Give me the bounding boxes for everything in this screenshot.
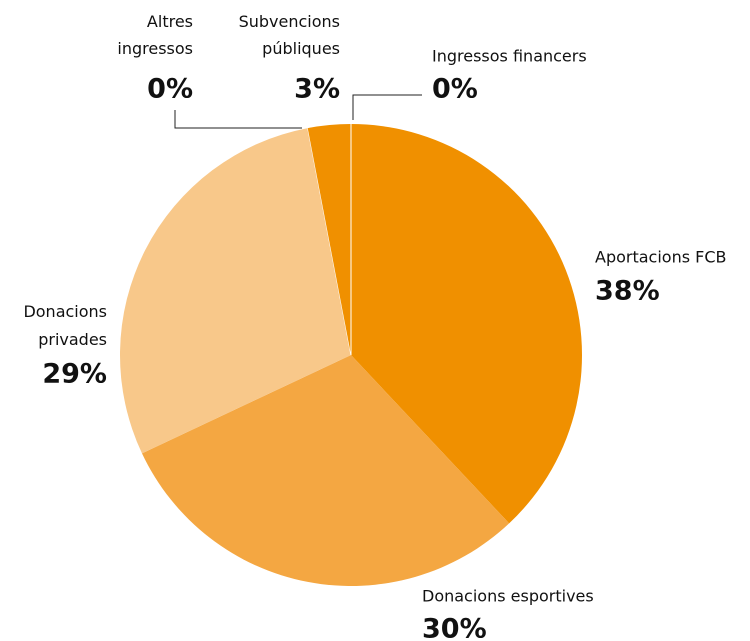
- slice-label: Aportacions FCB: [595, 248, 727, 267]
- slice-label: Altres ingressos: [117, 12, 193, 58]
- slice-label: Subvencions públiques: [239, 12, 340, 58]
- value-label: 30%: [422, 614, 487, 641]
- slice-label: Ingressos financers: [432, 47, 587, 66]
- slice-label: Donacions esportives: [422, 587, 594, 606]
- value-label: 29%: [42, 359, 107, 390]
- value-label: 38%: [595, 276, 660, 307]
- leader-line: [174, 110, 302, 129]
- pie: [120, 124, 582, 586]
- value-label: 0%: [432, 74, 478, 105]
- slice-label: Donacions privades: [23, 302, 107, 349]
- pie-slice: [307, 124, 351, 355]
- pie-slice: [351, 124, 582, 524]
- leader-line: [352, 94, 422, 120]
- pie-slice: [120, 128, 351, 454]
- value-label: 0%: [147, 74, 193, 105]
- pie-slice: [141, 355, 510, 586]
- value-label: 3%: [294, 74, 340, 105]
